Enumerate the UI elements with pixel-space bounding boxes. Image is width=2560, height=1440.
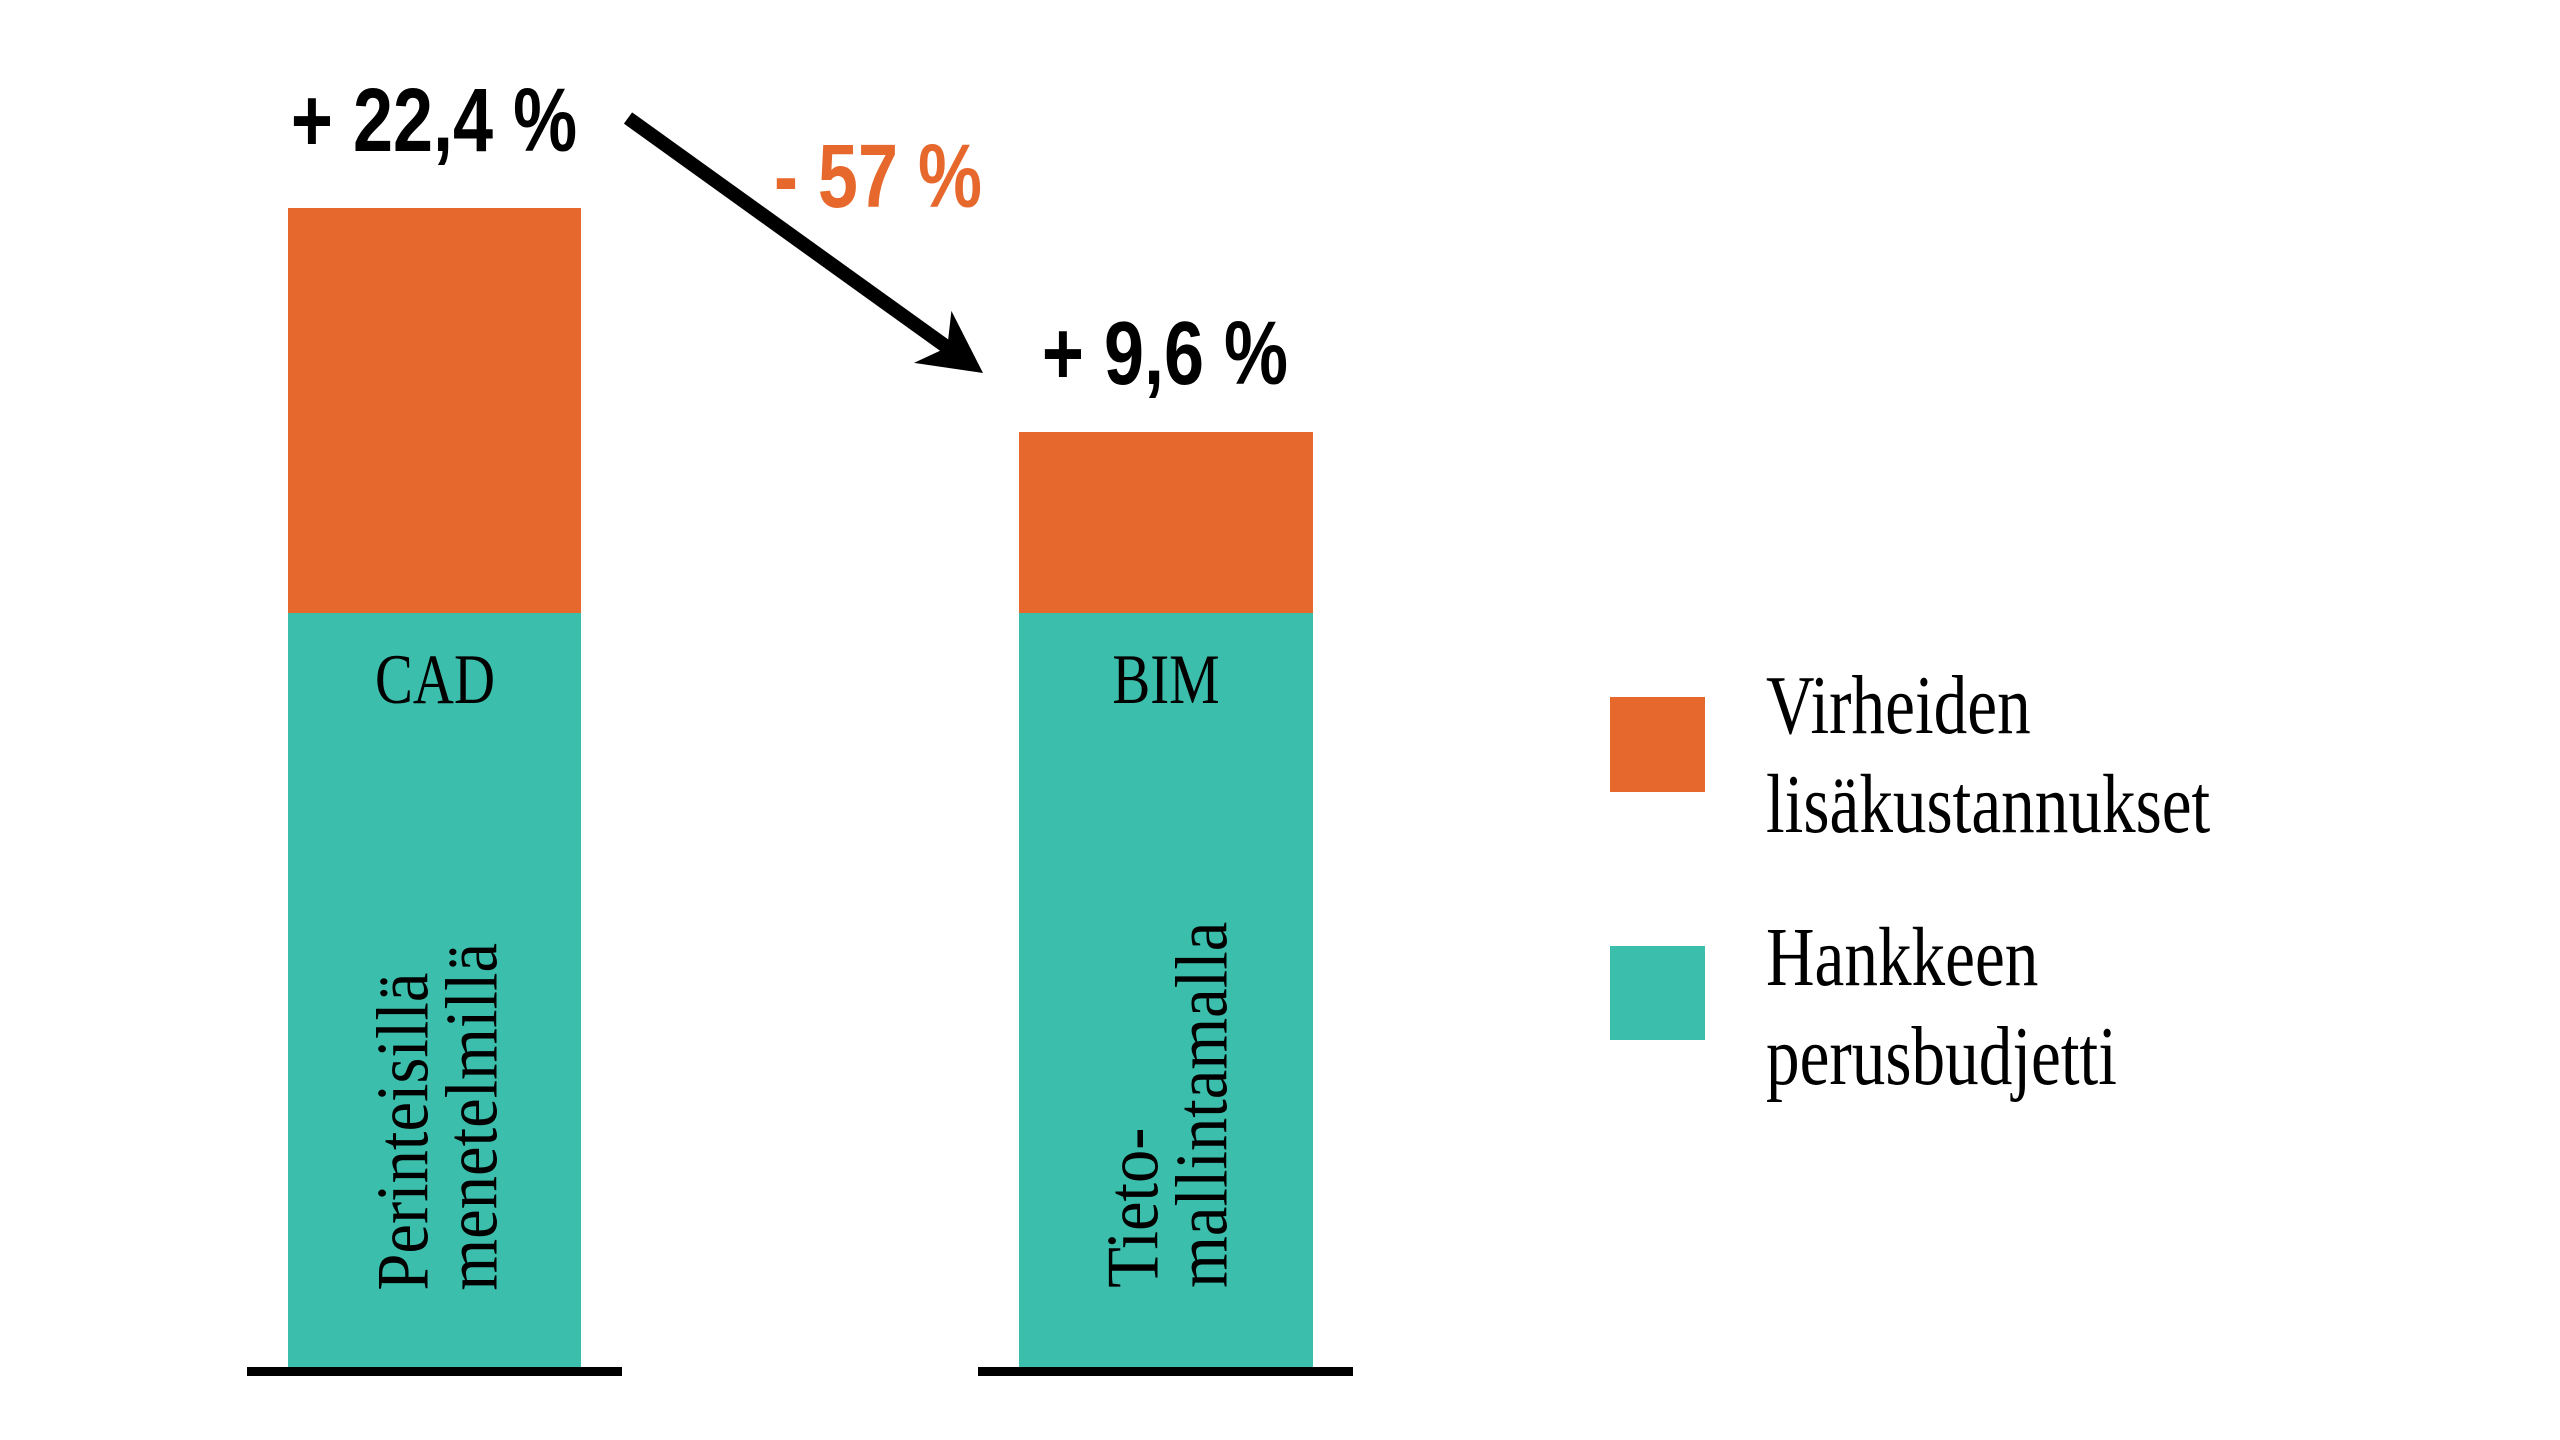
cad-base-budget-segment — [288, 613, 581, 1367]
bim-base-budget-segment — [1019, 613, 1313, 1367]
cad-baseline — [247, 1367, 622, 1376]
decrease-arrow-head — [914, 310, 983, 373]
cad-category-label: CAD — [375, 641, 495, 719]
bim-method-label: Tieto- mallintamalla — [1092, 897, 1244, 1313]
bim-error-cost-segment — [1019, 432, 1313, 613]
legend-swatch-base-budget — [1610, 946, 1705, 1040]
bim-method-line1: Tieto- — [1092, 1127, 1175, 1289]
legend-swatch-error-costs — [1610, 697, 1705, 792]
decrease-arrow — [623, 112, 983, 373]
legend-label-base-budget-line2: perusbudjetti — [1766, 1010, 2117, 1104]
cad-error-cost-segment — [288, 208, 581, 613]
legend-label-error-costs-line1: Virheiden — [1766, 659, 2031, 752]
decrease-percent-label: - 57 % — [773, 127, 983, 227]
cad-method-line2: menetelmillä — [431, 942, 514, 1291]
bim-method-line2: mallintamalla — [1161, 921, 1244, 1289]
bim-total-percent-label: + 9,6 % — [1041, 304, 1289, 404]
cad-total-percent-label: + 22,4 % — [290, 71, 578, 171]
decrease-arrow-shaft — [623, 112, 955, 356]
cad-method-line1: Perinteisillä — [362, 972, 445, 1291]
cad-method-label: Perinteisillä menetelmillä — [362, 920, 514, 1313]
legend-label-error-costs: Virheiden lisäkustannukset — [1766, 656, 2210, 854]
legend-label-base-budget-line1: Hankkeen — [1766, 911, 2039, 1004]
legend-label-error-costs-line2: lisäkustannukset — [1766, 758, 2211, 852]
bim-baseline — [978, 1367, 1353, 1376]
legend-label-base-budget: Hankkeen perusbudjetti — [1766, 908, 2117, 1106]
bim-category-label: BIM — [1112, 641, 1220, 719]
